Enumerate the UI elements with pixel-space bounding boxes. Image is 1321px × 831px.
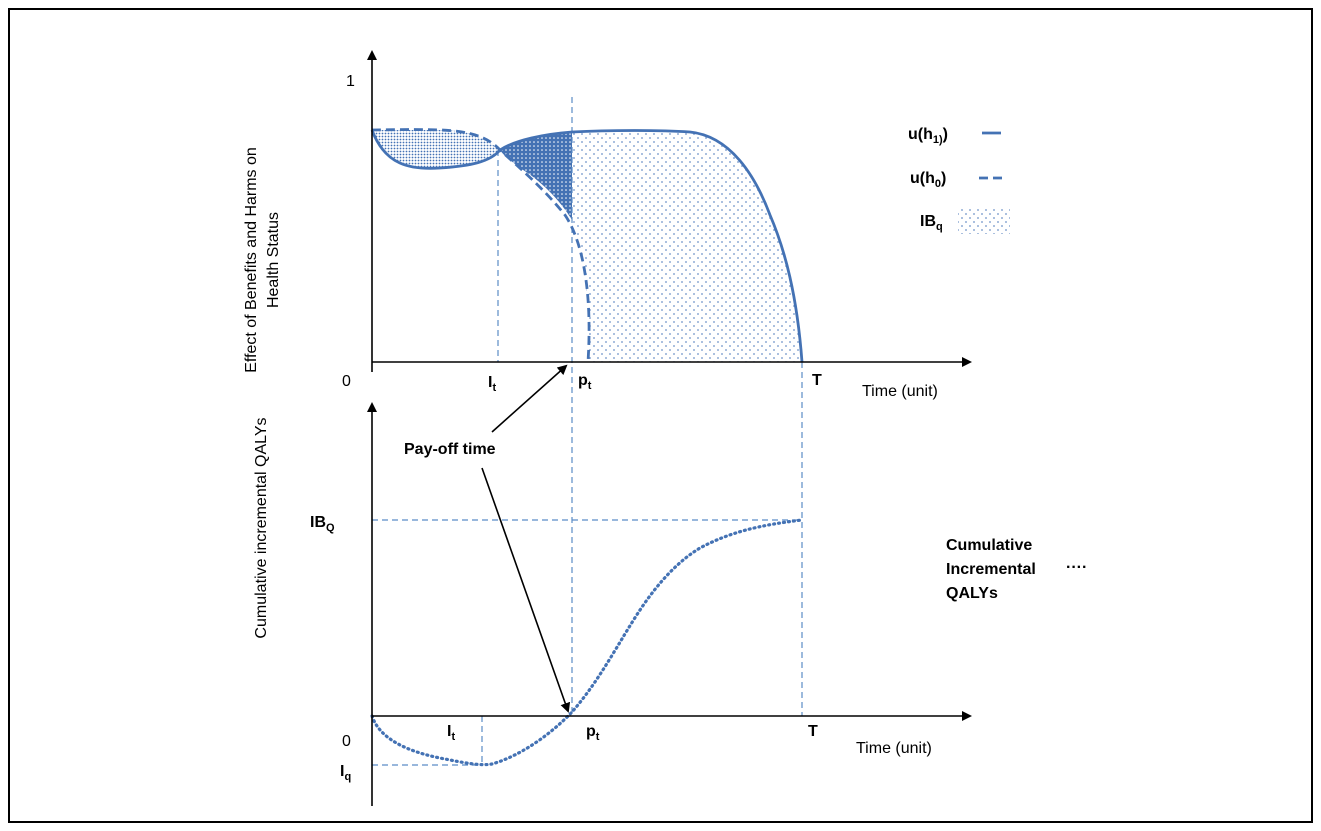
top-tick-pt: pt [578, 372, 592, 392]
u-h1-curve [370, 129, 804, 363]
legend: u(h1)) u(h0) IBq [908, 126, 1010, 234]
payoff-annotation: Pay-off time [404, 364, 571, 713]
figure-frame [8, 8, 1313, 823]
bottom-ibQ-label: IBQ [310, 514, 335, 534]
harm-region-hatched [372, 130, 500, 169]
top-x-axis-label: Time (unit) [862, 383, 938, 400]
bottom-x-axis-label: Time (unit) [856, 740, 932, 757]
bottom-legend-marker: ···· [1066, 559, 1087, 576]
top-y-tick-1: 1 [346, 73, 355, 90]
bottom-iq-label: Iq [340, 763, 351, 783]
bottom-legend: Cumulative Incremental QALYs ···· [946, 537, 1087, 602]
bottom-panel: IBQ Iq 0 It pt T Time (unit) Cumulative … [253, 402, 1087, 806]
payoff-time-label: Pay-off time [404, 441, 496, 458]
bottom-legend-line1: Cumulative [946, 537, 1032, 554]
payoff-arrow-up [491, 364, 568, 433]
bottom-tick-pt: pt [586, 723, 600, 743]
bottom-tick-lt: It [447, 723, 455, 743]
legend-u-h0-label: u(h0) [910, 170, 946, 190]
benefit-region-dark [500, 132, 572, 220]
legend-u-h1-label: u(h1)) [908, 126, 948, 146]
svg-text:Cumulative incremental QALYs: Cumulative incremental QALYs [253, 417, 270, 638]
top-panel: 1 0 It pt T Time (unit) Effect of Benefi… [243, 50, 972, 716]
bottom-tick-T: T [808, 723, 818, 740]
bottom-y-axis-label: Cumulative incremental QALYs [253, 417, 270, 638]
top-tick-T: T [812, 372, 822, 389]
bottom-origin-label: 0 [342, 733, 351, 750]
top-tick-lt: It [488, 374, 496, 394]
legend-ibq-label: IBq [920, 213, 943, 233]
top-origin-label: 0 [342, 373, 351, 390]
legend-ibq-swatch [958, 208, 1010, 234]
bottom-legend-line2: Incremental [946, 561, 1036, 578]
cumulative-qaly-curve [370, 518, 804, 767]
benefit-region-light [572, 130, 802, 362]
payoff-arrow-down [481, 467, 571, 713]
top-y-axis-label: Effect of Benefits and Harms on Health S… [243, 147, 282, 373]
bottom-legend-line3: QALYs [946, 585, 998, 602]
svg-text:Health Status: Health Status [265, 212, 282, 308]
u-h0-curve [371, 128, 591, 363]
svg-text:Effect of Benefits and Harms o: Effect of Benefits and Harms on [243, 147, 260, 373]
